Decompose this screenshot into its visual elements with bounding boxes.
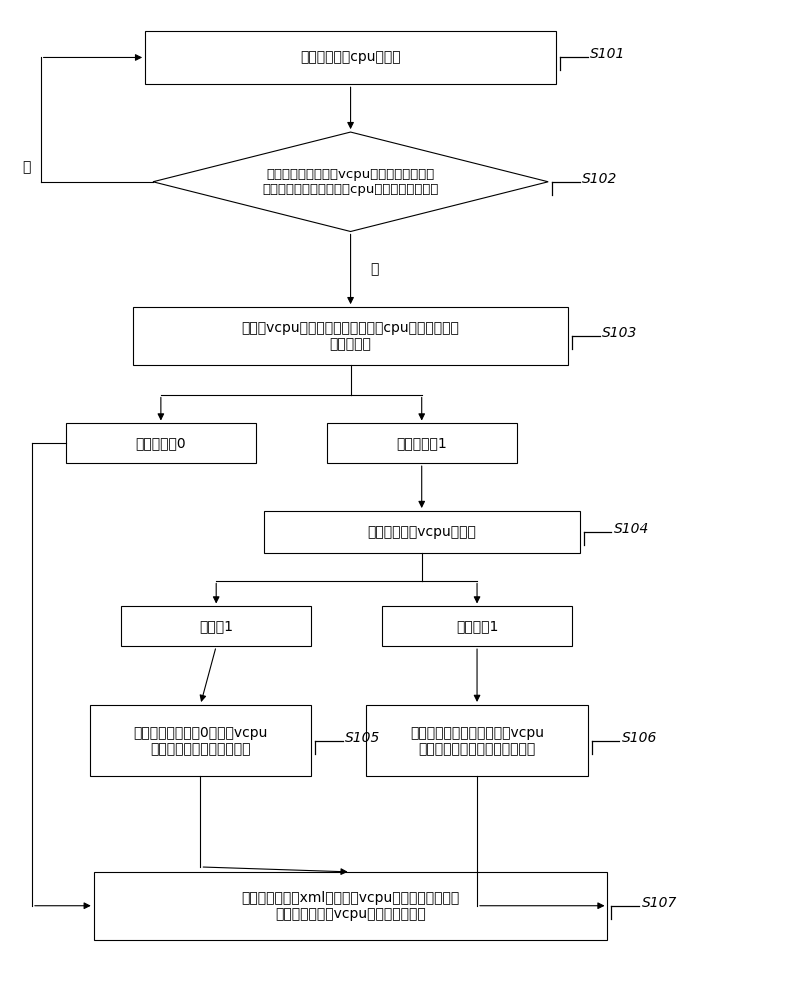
Text: 获取待迁移虚拟机的vcpu绑定字节的长度，
并判断与所述主机的各个cpu字节长度是否相同: 获取待迁移虚拟机的vcpu绑定字节的长度， 并判断与所述主机的各个cpu字节长度…	[263, 168, 439, 196]
FancyBboxPatch shape	[145, 31, 556, 84]
FancyBboxPatch shape	[66, 423, 256, 463]
Text: S104: S104	[614, 522, 650, 536]
Text: 运算结果为1: 运算结果为1	[396, 436, 447, 450]
Text: 否: 否	[22, 160, 31, 174]
Text: 获取当前主机cpu的个数: 获取当前主机cpu的个数	[300, 50, 401, 64]
Text: 将所述总数设置为0，并将vcpu
绑定比特位的数据结构置空: 将所述总数设置为0，并将vcpu 绑定比特位的数据结构置空	[133, 726, 267, 756]
FancyBboxPatch shape	[121, 606, 311, 646]
Text: 运算结果为0: 运算结果为0	[135, 436, 186, 450]
FancyBboxPatch shape	[133, 307, 568, 365]
Text: S105: S105	[345, 731, 380, 745]
Text: S106: S106	[622, 731, 657, 745]
Polygon shape	[153, 132, 548, 232]
FancyBboxPatch shape	[90, 705, 311, 776]
Text: 按照预设的算法依次对每个vcpu
绑定比特位的数据结构进行处理: 按照预设的算法依次对每个vcpu 绑定比特位的数据结构进行处理	[410, 726, 544, 756]
Text: 是: 是	[370, 262, 379, 276]
Text: S107: S107	[642, 896, 677, 910]
Text: 获取已绑定的vcpu的总数: 获取已绑定的vcpu的总数	[367, 525, 476, 539]
FancyBboxPatch shape	[382, 606, 572, 646]
Text: S102: S102	[582, 172, 618, 186]
FancyBboxPatch shape	[94, 872, 607, 940]
Text: 总数不为1: 总数不为1	[456, 619, 498, 633]
Text: S101: S101	[590, 47, 626, 61]
FancyBboxPatch shape	[327, 423, 517, 463]
Text: 将所述vcpu的比特图与对应绑定的cpu的比特图逐位
进行与运算: 将所述vcpu的比特图与对应绑定的cpu的比特图逐位 进行与运算	[242, 321, 459, 351]
Text: S103: S103	[602, 326, 638, 340]
Text: 总数为1: 总数为1	[199, 619, 233, 633]
FancyBboxPatch shape	[263, 511, 579, 553]
FancyBboxPatch shape	[366, 705, 587, 776]
Text: 将所述虚拟机的xml中存储的vcpu绑定比特位的数据
结构及已绑定的vcpu的总数进行更新: 将所述虚拟机的xml中存储的vcpu绑定比特位的数据 结构及已绑定的vcpu的总…	[241, 891, 460, 921]
